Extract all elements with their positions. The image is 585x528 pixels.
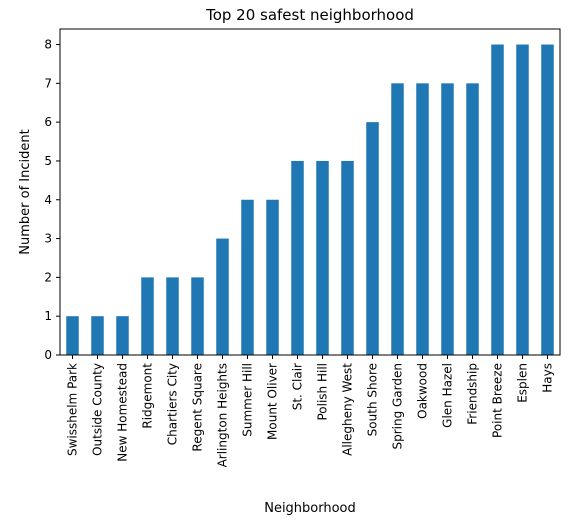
bar-7 xyxy=(241,199,254,355)
plot-frame xyxy=(59,28,561,356)
x-tick-label-8: Mount Oliver xyxy=(266,363,280,440)
x-tick-label-4: Chartiers City xyxy=(166,363,180,445)
y-tick-label-7: 7 xyxy=(44,76,52,90)
y-axis: 0 1 2 3 4 5 6 7 8 xyxy=(44,38,60,362)
bar-5 xyxy=(191,277,204,355)
x-tick-label-0: Swisshelm Park xyxy=(66,363,80,456)
bar-16 xyxy=(466,83,479,355)
bar-11 xyxy=(341,160,354,355)
bar-12 xyxy=(366,122,379,356)
bar-6 xyxy=(216,238,229,355)
x-tick-label-7: Summer Hill xyxy=(241,363,255,437)
x-tick-label-13: Spring Garden xyxy=(391,363,405,450)
y-tick-label-1: 1 xyxy=(44,309,52,323)
bar-13 xyxy=(391,83,404,355)
x-tick-label-12: South Shore xyxy=(366,363,380,436)
bar-0 xyxy=(66,316,79,355)
x-axis: Swisshelm Park Outside County New Homestea… xyxy=(66,355,555,467)
bar-9 xyxy=(291,160,304,355)
x-tick-label-17: Point Breeze xyxy=(491,363,505,438)
x-tick-label-15: Glen Hazel xyxy=(441,363,455,428)
y-tick-label-8: 8 xyxy=(44,38,52,52)
bar-3 xyxy=(141,277,154,355)
bar-17 xyxy=(491,44,504,356)
x-tick-label-14: Oakwood xyxy=(416,363,430,419)
bar-10 xyxy=(316,160,329,355)
bar-19 xyxy=(541,44,554,356)
bar-15 xyxy=(441,83,454,355)
chart-title: Top 20 safest neighborhood xyxy=(205,6,414,24)
x-tick-label-5: Regent Square xyxy=(191,363,205,452)
x-tick-label-11: Allegheny West xyxy=(341,363,355,456)
bar-8 xyxy=(266,199,279,355)
x-tick-label-2: New Homestead xyxy=(116,363,130,462)
y-tick-label-0: 0 xyxy=(44,348,52,362)
y-tick-label-6: 6 xyxy=(44,115,52,129)
x-tick-label-6: Arlington Heights xyxy=(216,363,230,467)
y-tick-label-2: 2 xyxy=(44,270,52,284)
bar-4 xyxy=(166,277,179,355)
bar-2 xyxy=(116,316,129,355)
bar-14 xyxy=(416,83,429,355)
bar-1 xyxy=(91,316,104,355)
y-axis-label: Number of Incident xyxy=(18,129,33,254)
x-tick-label-1: Outside County xyxy=(91,363,105,456)
x-tick-label-9: St. Clair xyxy=(291,363,305,410)
x-tick-label-10: Polish Hill xyxy=(316,363,330,421)
x-tick-label-3: Ridgemont xyxy=(141,363,155,429)
x-tick-label-18: Esplen xyxy=(516,363,530,403)
x-axis-label: Neighborhood xyxy=(264,501,356,516)
y-tick-label-3: 3 xyxy=(44,232,52,246)
x-tick-label-16: Friendship xyxy=(466,363,480,425)
bar-18 xyxy=(516,44,529,356)
y-tick-label-5: 5 xyxy=(44,154,52,168)
y-tick-label-4: 4 xyxy=(44,193,52,207)
bars-group xyxy=(66,44,554,356)
x-tick-label-19: Hays xyxy=(541,363,555,393)
